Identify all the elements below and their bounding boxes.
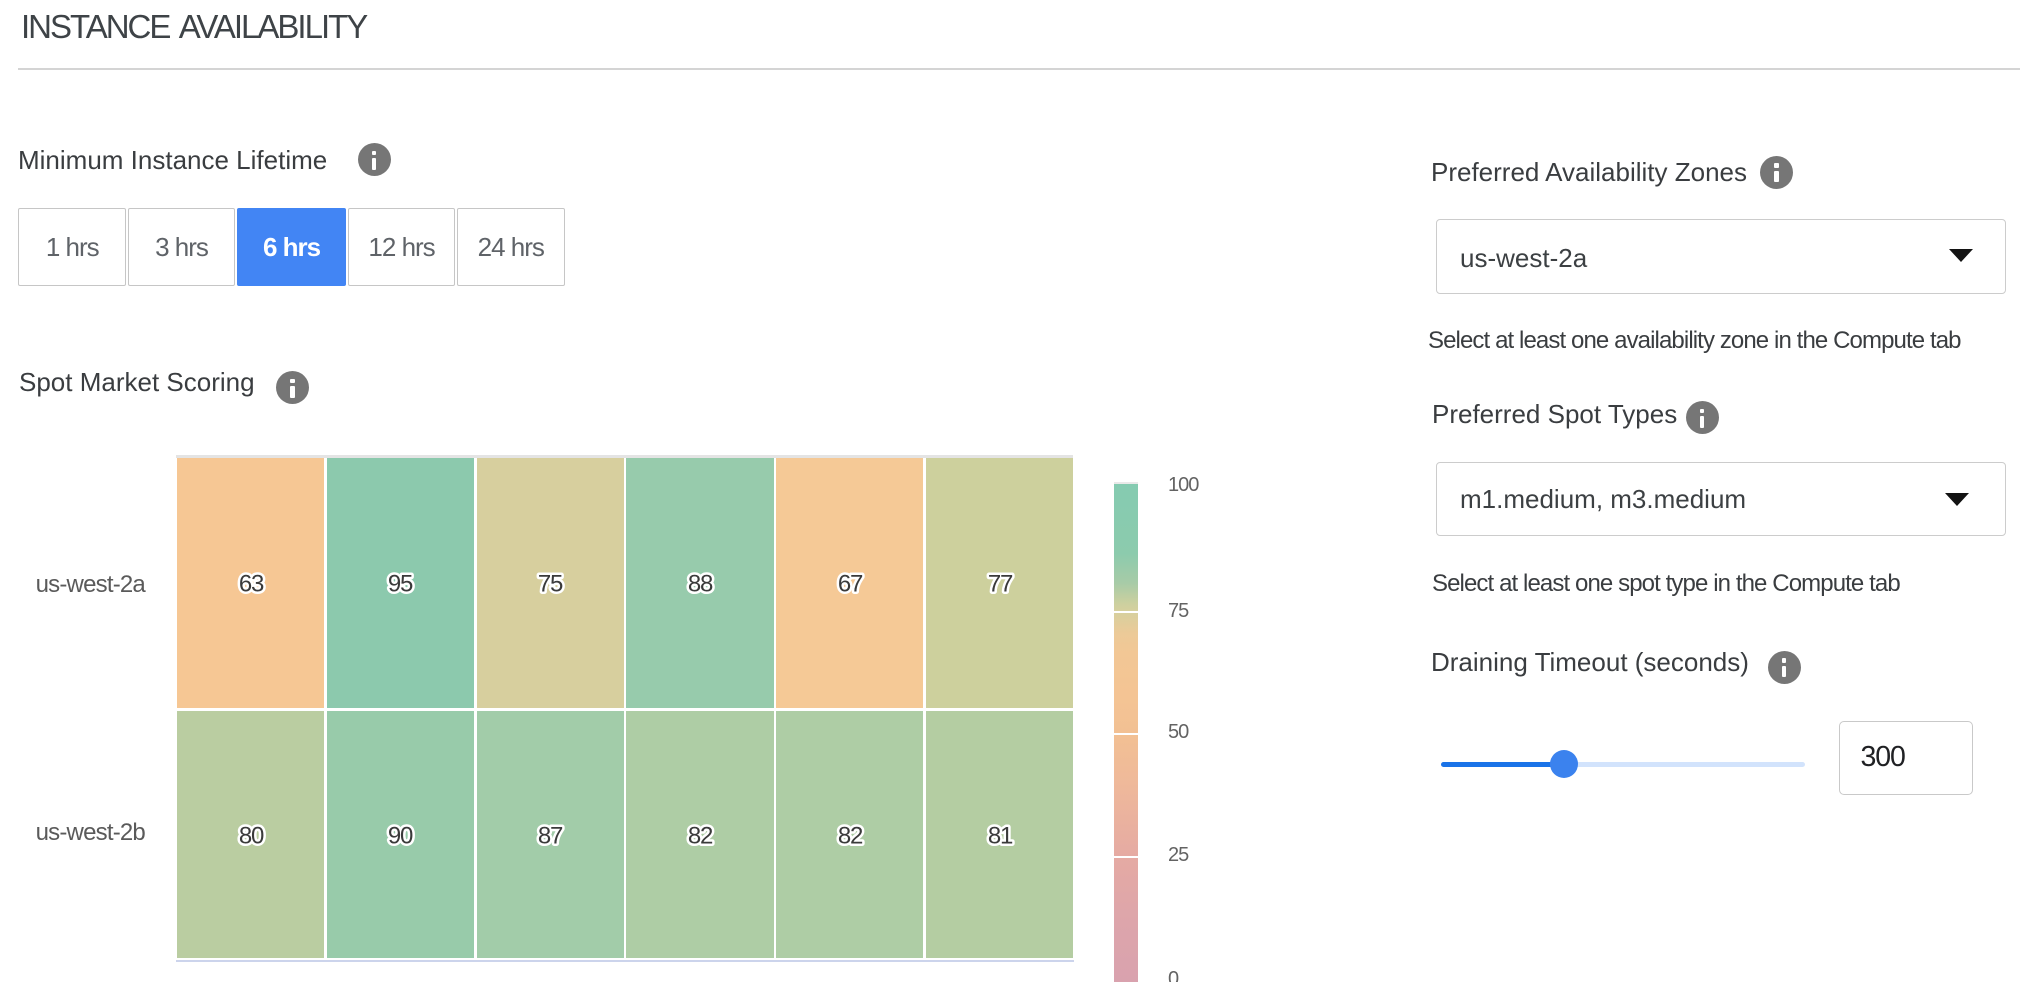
svg-text:88: 88 — [688, 570, 713, 597]
svg-text:90: 90 — [388, 822, 413, 849]
svg-text:81: 81 — [987, 822, 1012, 849]
svg-text:67: 67 — [838, 570, 863, 597]
svg-text:75: 75 — [538, 570, 563, 597]
svg-text:82: 82 — [838, 822, 863, 849]
svg-text:80: 80 — [238, 822, 263, 849]
svg-text:87: 87 — [538, 822, 563, 849]
svg-text:82: 82 — [688, 822, 713, 849]
svg-text:95: 95 — [388, 570, 413, 597]
svg-text:63: 63 — [238, 570, 263, 597]
svg-text:77: 77 — [987, 570, 1012, 597]
